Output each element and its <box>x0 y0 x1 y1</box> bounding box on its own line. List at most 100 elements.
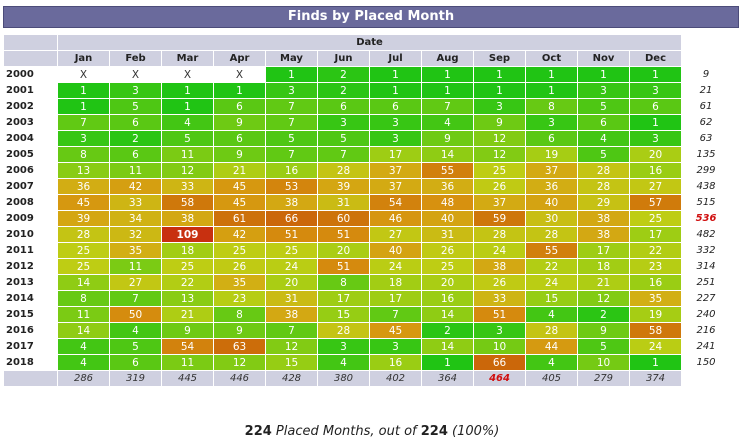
heat-cell: 35 <box>214 275 265 290</box>
heat-cell: 66 <box>266 211 317 226</box>
heat-cell: 17 <box>318 291 369 306</box>
year-row-2002: 2002 1 5 1 6 7 6 6 7 3 8 5 6 61 <box>4 99 730 114</box>
heat-cell: 38 <box>266 195 317 210</box>
heat-cell: 2 <box>318 83 369 98</box>
heat-cell: 34 <box>110 211 161 226</box>
heat-cell: 1 <box>266 67 317 82</box>
heat-cell: 8 <box>526 99 577 114</box>
heat-cell: 1 <box>630 115 681 130</box>
heat-cell: 3 <box>370 115 421 130</box>
heat-cell: 16 <box>422 291 473 306</box>
heat-cell: 24 <box>266 259 317 274</box>
heat-cell: 6 <box>110 115 161 130</box>
heat-cell: 17 <box>578 243 629 258</box>
heat-cell: 27 <box>110 275 161 290</box>
heat-cell: 46 <box>370 211 421 226</box>
heat-cell: 66 <box>474 355 525 370</box>
heat-cell: 12 <box>474 131 525 146</box>
date-header: Date <box>58 35 681 50</box>
column-total: 445 <box>162 371 213 386</box>
year-label: 2004 <box>4 131 57 146</box>
year-row-2007: 2007 36 42 33 45 53 39 37 36 26 36 28 27 438 <box>4 179 730 194</box>
heat-cell: 27 <box>630 179 681 194</box>
heat-cell: 39 <box>318 179 369 194</box>
heat-cell: 2 <box>422 323 473 338</box>
column-total: 402 <box>370 371 421 386</box>
heat-cell: 48 <box>422 195 473 210</box>
heat-cell: 25 <box>474 163 525 178</box>
heat-cell: 44 <box>526 339 577 354</box>
heat-cell: 4 <box>110 323 161 338</box>
table-title: Finds by Placed Month <box>3 6 739 28</box>
row-total: 21 <box>682 83 730 98</box>
row-total: 332 <box>682 243 730 258</box>
year-label: 2002 <box>4 99 57 114</box>
row-total: 515 <box>682 195 730 210</box>
heat-cell: 28 <box>578 163 629 178</box>
row-total: 299 <box>682 163 730 178</box>
heat-cell: 61 <box>214 211 265 226</box>
heat-cell: 28 <box>58 227 109 242</box>
heat-cell: 55 <box>526 243 577 258</box>
heat-cell: 35 <box>630 291 681 306</box>
column-total: 446 <box>214 371 265 386</box>
year-row-2016: 2016 14 4 9 9 7 28 45 2 3 28 9 58 216 <box>4 323 730 338</box>
summary-text: Placed Months, out of <box>271 424 421 439</box>
heat-cell: 26 <box>422 243 473 258</box>
heat-cell: 1 <box>422 83 473 98</box>
heat-cell: 20 <box>630 147 681 162</box>
heat-cell: 9 <box>162 323 213 338</box>
heat-cell: 51 <box>318 259 369 274</box>
corner-cell <box>4 51 57 66</box>
heat-cell: 20 <box>266 275 317 290</box>
heat-cell: 3 <box>110 83 161 98</box>
heat-cell: 14 <box>422 147 473 162</box>
row-total: 240 <box>682 307 730 322</box>
heat-cell: 38 <box>474 259 525 274</box>
heat-cell: 55 <box>422 163 473 178</box>
heat-cell: 8 <box>58 291 109 306</box>
heat-cell: 4 <box>526 307 577 322</box>
heat-cell: 6 <box>214 99 265 114</box>
heat-cell: 29 <box>578 195 629 210</box>
heat-cell: 4 <box>526 355 577 370</box>
heat-cell: 28 <box>526 323 577 338</box>
heat-cell: 36 <box>422 179 473 194</box>
heat-cell: 7 <box>266 99 317 114</box>
heat-cell: 16 <box>630 275 681 290</box>
heat-cell: 6 <box>110 147 161 162</box>
heat-cell: 3 <box>630 83 681 98</box>
blank-cell <box>682 51 730 66</box>
heat-cell: 45 <box>370 323 421 338</box>
year-row-2009: 2009 39 34 38 61 66 60 46 40 59 30 38 25 536 <box>4 211 730 226</box>
heat-cell: 19 <box>526 147 577 162</box>
heat-cell: 31 <box>318 195 369 210</box>
year-label: 2011 <box>4 243 57 258</box>
heat-cell: 24 <box>474 243 525 258</box>
heat-cell: 28 <box>526 227 577 242</box>
row-total: 438 <box>682 179 730 194</box>
year-row-2012: 2012 25 11 25 26 24 51 24 25 38 22 18 23 314 <box>4 259 730 274</box>
column-total: 464 <box>474 371 525 386</box>
heat-cell: 3 <box>370 131 421 146</box>
heat-cell: 21 <box>578 275 629 290</box>
row-total: 536 <box>682 211 730 226</box>
heat-cell: 25 <box>214 243 265 258</box>
heat-cell: 37 <box>526 163 577 178</box>
heat-cell: 16 <box>370 355 421 370</box>
heat-cell: 38 <box>578 227 629 242</box>
heat-cell: 28 <box>578 179 629 194</box>
heat-cell: 2 <box>110 131 161 146</box>
heat-cell: 63 <box>214 339 265 354</box>
heat-cell: 25 <box>266 243 317 258</box>
heat-cell: 60 <box>318 211 369 226</box>
heat-cell: 9 <box>214 147 265 162</box>
heat-cell: 26 <box>474 275 525 290</box>
heat-cell: 12 <box>578 291 629 306</box>
heat-cell: 7 <box>58 115 109 130</box>
heat-cell: 31 <box>266 291 317 306</box>
heat-cell: 15 <box>526 291 577 306</box>
column-total: 364 <box>422 371 473 386</box>
heat-cell: 13 <box>162 291 213 306</box>
heat-cell: 33 <box>474 291 525 306</box>
